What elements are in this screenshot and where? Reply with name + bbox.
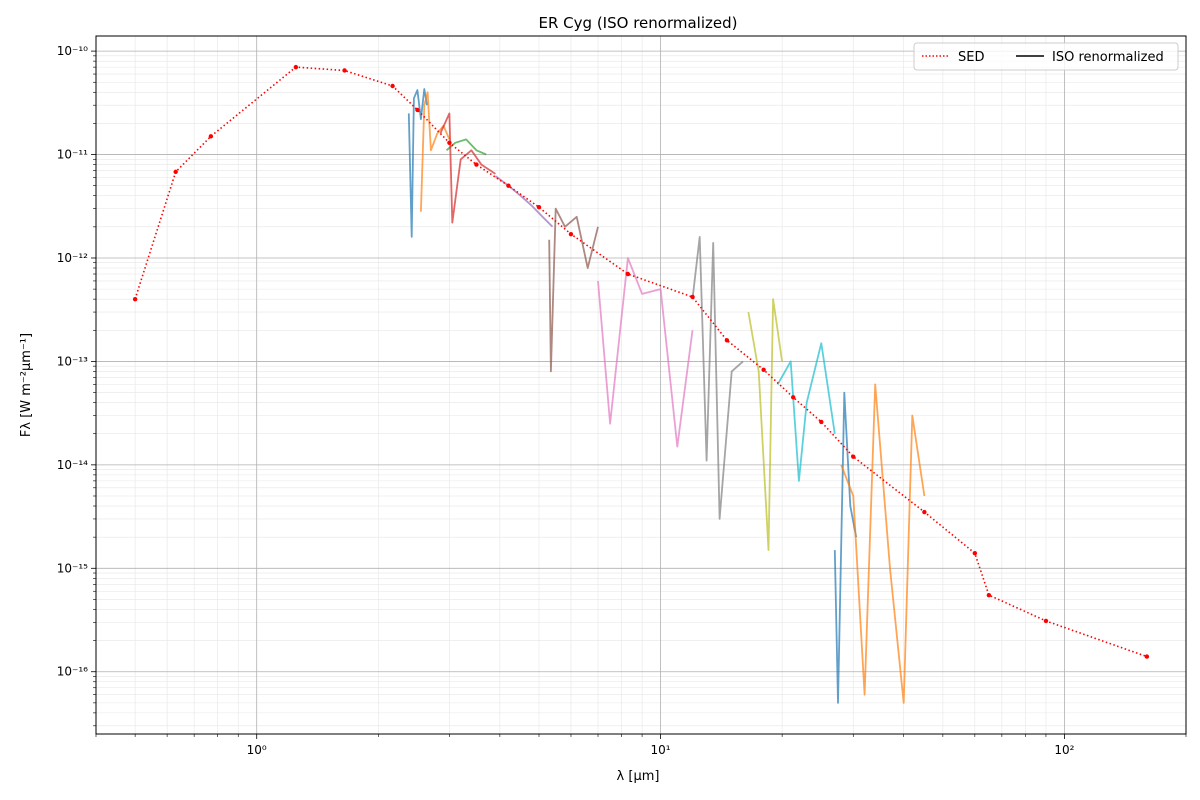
chart-title: ER Cyg (ISO renormalized) [539,14,738,32]
sed-point [293,64,299,70]
sed-point [1144,654,1150,659]
sed-point [447,140,452,145]
iso-series-line [840,383,926,704]
legend-label-sed: SED [958,50,984,65]
sed-point [506,183,511,188]
iso-series-group [407,88,926,704]
sed-point [922,509,927,515]
minor-grid [95,36,1187,734]
sed-point [208,134,214,139]
sed-point [474,162,479,167]
y-tick-label: 10⁻¹⁰ [57,44,88,58]
sed-point [415,107,420,113]
iso-series-line [833,391,858,704]
iso-series-line [494,175,554,228]
y-tick-label: 10⁻¹³ [57,354,88,368]
plot-area: 10⁰ 10¹ 10² 10⁻¹⁶ 10⁻¹⁵ 10⁻¹⁴ 10⁻¹³ 10⁻¹² 10⁻¹¹… [57,35,1187,757]
y-axis-label: Fλ [W m⁻²μm⁻¹] [19,333,34,437]
iso-series-line [747,298,783,551]
sed-series-group [132,64,1150,659]
iso-series-line [597,257,694,448]
sed-point [986,592,992,598]
sed-point [761,367,766,372]
sed-point [819,419,824,425]
sed-point [724,338,730,343]
plot-frame [95,35,1187,735]
x-tick-label: 10⁰ [247,743,267,757]
sed-point [1043,618,1049,624]
iso-series-line [548,207,599,373]
y-tick-label: 10⁻¹² [57,251,88,265]
sed-point [536,204,542,210]
sed-point [790,395,796,400]
y-tick-label: 10⁻¹¹ [57,148,88,162]
y-axis-ticks: 10⁻¹⁶ 10⁻¹⁵ 10⁻¹⁴ 10⁻¹³ 10⁻¹² 10⁻¹¹ 10⁻¹⁰ [57,44,96,727]
legend-box [913,42,1179,71]
sed-point [132,296,138,302]
major-grid [96,36,1186,734]
sed-point [851,454,856,459]
legend: SED ISO renormalized [913,42,1179,71]
x-axis-label: λ [μm] [617,769,660,784]
iso-series-line [691,235,744,520]
y-tick-label: 10⁻¹⁴ [57,458,88,472]
iso-series-line [439,112,496,224]
legend-label-iso: ISO renormalized [1052,50,1164,65]
sed-point [568,231,574,237]
sed-point [690,294,695,300]
x-axis-ticks: 10⁰ 10¹ 10² [95,734,1187,757]
iso-series-line [407,88,428,238]
sed-point [342,68,347,73]
sed-point [625,271,631,277]
sed-point [390,83,395,89]
sed-point [173,169,178,175]
plot-background [96,36,1186,734]
iso-series-line [776,342,836,482]
x-tick-label: 10¹ [651,743,671,757]
x-tick-label: 10² [1054,743,1074,757]
sed-point [972,550,978,556]
y-tick-label: 10⁻¹⁶ [57,665,88,679]
y-tick-label: 10⁻¹⁵ [57,561,88,575]
